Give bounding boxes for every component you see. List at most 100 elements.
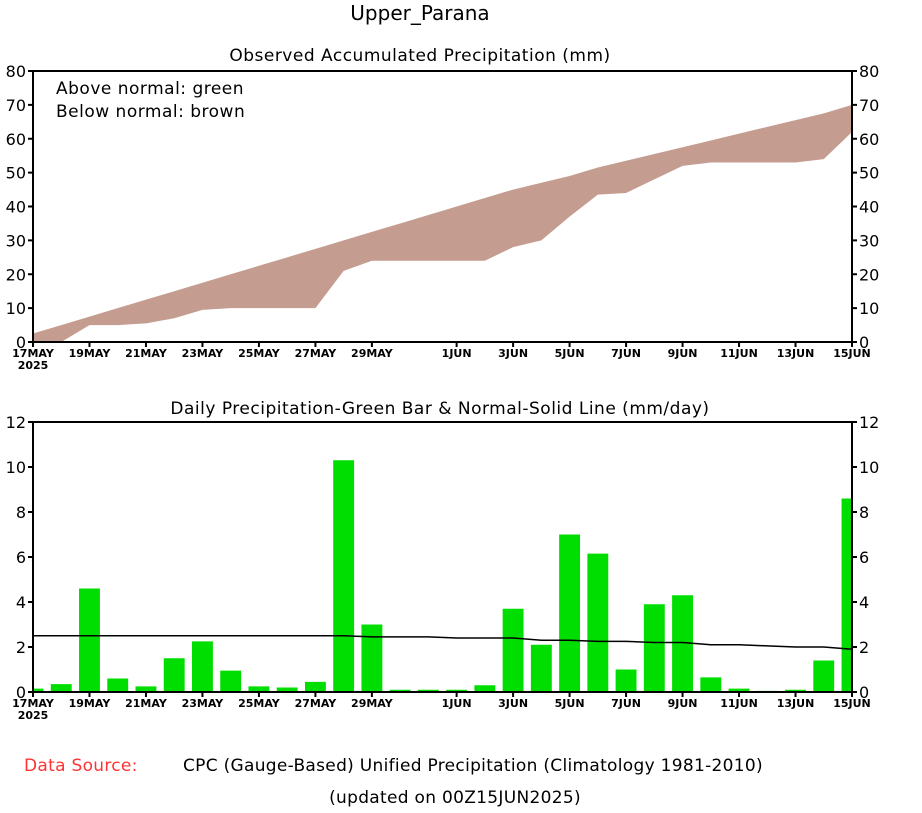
daily-bar xyxy=(474,685,496,692)
top-xtick-label: 3JUN xyxy=(498,347,528,360)
bottom-xtick-label: 21MAY xyxy=(125,697,168,710)
top-xtick-label: 21MAY xyxy=(125,347,168,360)
daily-bar xyxy=(587,553,609,692)
daily-bar xyxy=(700,677,722,692)
top-ytick-label-left: 40 xyxy=(6,198,26,217)
bottom-xtick-label: 3JUN xyxy=(498,697,528,710)
daily-bar xyxy=(615,669,637,692)
top-ytick-label-right: 20 xyxy=(859,265,879,284)
daily-bar xyxy=(841,498,852,692)
bottom-ytick-label-left: 6 xyxy=(16,548,26,567)
bottom-ytick-label-left: 12 xyxy=(6,413,26,432)
top-xtick-label: 1JUN xyxy=(442,347,472,360)
normal-line xyxy=(33,635,853,650)
bottom-xtick-label: 19MAY xyxy=(69,697,112,710)
daily-bar xyxy=(248,686,270,692)
daily-bar xyxy=(643,604,665,692)
daily-bar xyxy=(304,681,326,692)
top-ytick-label-left: 50 xyxy=(6,164,26,183)
figure-title: Upper_Parana xyxy=(350,1,489,25)
top-xtick-label: 13JUN xyxy=(777,347,815,360)
top-ytick-label-right: 30 xyxy=(859,231,879,250)
bottom-xtick-label: 15JUN xyxy=(833,697,871,710)
top-ytick-label-left: 80 xyxy=(6,62,26,81)
top-xtick-label: 17MAY xyxy=(12,347,55,360)
top-xtick-label: 25MAY xyxy=(238,347,281,360)
top-xtick-label: 23MAY xyxy=(182,347,225,360)
top-ytick-label-right: 70 xyxy=(859,96,879,115)
daily-bar xyxy=(813,660,835,692)
legend-below: Below normal: brown xyxy=(56,102,245,122)
bottom-ytick-label-right: 2 xyxy=(859,638,869,657)
top-ytick-label-left: 30 xyxy=(6,231,26,250)
bottom-ytick-label-right: 10 xyxy=(859,458,879,477)
data-source-text: CPC (Gauge-Based) Unified Precipitation … xyxy=(183,756,763,776)
top-xtick-label: 5JUN xyxy=(555,347,585,360)
daily-bar xyxy=(559,534,581,692)
bottom-plot-frame xyxy=(32,421,853,693)
daily-bar xyxy=(389,689,411,692)
bottom-ytick-label-right: 4 xyxy=(859,593,869,612)
top-ytick-label-right: 10 xyxy=(859,299,879,318)
daily-bar xyxy=(672,595,694,692)
bottom-ytick-label-left: 0 xyxy=(16,683,26,702)
updated-text: (updated on 00Z15JUN2025) xyxy=(329,788,581,808)
top-xtick-label: 27MAY xyxy=(295,347,338,360)
bottom-ytick-label-right: 8 xyxy=(859,503,869,522)
daily-bar xyxy=(79,588,100,692)
bottom-xtick-label: 7JUN xyxy=(611,697,641,710)
daily-bar xyxy=(728,688,750,692)
top-ytick-label-left: 20 xyxy=(6,265,26,284)
bottom-ytick-label-right: 12 xyxy=(859,413,879,432)
bottom-ytick-label-left: 2 xyxy=(16,638,26,657)
bottom-ytick-label-left: 4 xyxy=(16,593,26,612)
top-ytick-label-right: 60 xyxy=(859,130,879,149)
bottom-ytick-label-left: 10 xyxy=(6,458,26,477)
bottom-ytick-label-left: 8 xyxy=(16,503,26,522)
top-chart-title: Observed Accumulated Precipitation (mm) xyxy=(229,46,610,66)
daily-bar xyxy=(220,670,242,692)
daily-chart: 0 0 2 2 4 4 6 6 8 8 10 10 12 12 17MAY 19MAY 21MAY 23MAY 25… xyxy=(6,413,880,722)
daily-bar xyxy=(417,689,439,692)
daily-bar xyxy=(446,689,468,692)
bottom-xtick-label: 29MAY xyxy=(351,697,394,710)
bottom-xtick-label: 23MAY xyxy=(182,697,225,710)
top-xtick-label: 15JUN xyxy=(833,347,871,360)
top-ytick-label-right: 40 xyxy=(859,198,879,217)
bottom-xtick-label: 1JUN xyxy=(442,697,472,710)
top-xtick-label: 7JUN xyxy=(611,347,641,360)
bottom-xtick-label: 13JUN xyxy=(777,697,815,710)
top-xtick-label: 9JUN xyxy=(668,347,698,360)
bottom-xtick-label: 9JUN xyxy=(668,697,698,710)
bottom-ytick-label-right: 6 xyxy=(859,548,869,567)
below-normal-area xyxy=(33,104,852,342)
top-xtick-label: 11JUN xyxy=(720,347,758,360)
daily-bar xyxy=(33,688,44,692)
bars xyxy=(33,460,852,692)
bottom-xtick-label: 25MAY xyxy=(238,697,281,710)
top-ytick-label-left: 70 xyxy=(6,96,26,115)
top-ytick-label-left: 10 xyxy=(6,299,26,318)
daily-bar xyxy=(785,689,806,692)
accumulated-chart: 0 0 10 10 20 20 30 30 40 40 50 50 60 60 70 70 80 80 17MAY 1… xyxy=(6,62,880,372)
daily-bar xyxy=(361,624,383,692)
bottom-ytick-label-right: 0 xyxy=(859,683,869,702)
top-ytick-label-right: 50 xyxy=(859,164,879,183)
daily-bar xyxy=(333,460,355,692)
daily-bar xyxy=(163,658,185,692)
bottom-xtick-label: 5JUN xyxy=(555,697,585,710)
bottom-xtick-label: 17MAY xyxy=(12,697,55,710)
daily-bar xyxy=(530,644,552,692)
daily-bar xyxy=(50,684,72,692)
top-ytick-label-right: 0 xyxy=(859,333,869,352)
legend-above: Above normal: green xyxy=(56,79,244,99)
top-xtick-label: 19MAY xyxy=(69,347,112,360)
daily-bar xyxy=(276,687,298,692)
daily-bar xyxy=(502,608,524,692)
daily-bar xyxy=(135,686,157,692)
data-source-label: Data Source: xyxy=(24,756,138,776)
daily-bar xyxy=(107,678,129,692)
bottom-year-label: 2025 xyxy=(18,709,49,722)
bottom-chart-title: Daily Precipitation-Green Bar & Normal-S… xyxy=(170,399,709,419)
